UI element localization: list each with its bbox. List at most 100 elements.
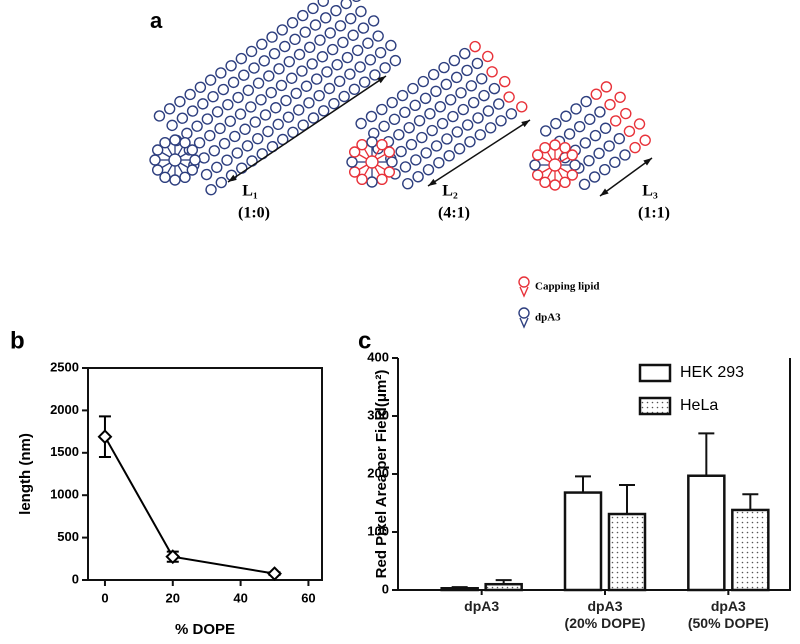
lipid: [166, 119, 178, 132]
y-tick-label: 300: [367, 407, 389, 422]
lipid: [619, 149, 631, 161]
error-bar: [698, 432, 715, 476]
lipid: [252, 77, 265, 89]
bar: [563, 491, 603, 592]
lipid: [436, 117, 449, 130]
lipid: [590, 88, 602, 100]
y-tick-label: 200: [367, 465, 389, 480]
lipid: [505, 108, 518, 120]
lipid: [323, 82, 336, 95]
lipid: [186, 144, 199, 156]
lipid: [503, 91, 515, 103]
lipid: [238, 69, 250, 81]
lipid: [189, 154, 201, 166]
lipid: [181, 127, 193, 140]
lipid: [599, 163, 611, 176]
lipid: [168, 153, 182, 167]
lipid: [348, 166, 361, 178]
lipid: [471, 57, 484, 70]
lipid: [443, 150, 455, 162]
lipid: [169, 134, 181, 146]
lipid: [486, 66, 498, 78]
arrow-head: [643, 158, 652, 166]
lipid: [578, 178, 591, 191]
lipid: [355, 5, 367, 18]
lipid: [303, 97, 315, 109]
lipid: [451, 126, 463, 138]
lipid: [345, 12, 357, 25]
lipid: [464, 136, 476, 148]
lipid: [594, 106, 606, 118]
lipid: [623, 125, 636, 138]
legend-swatch: [638, 396, 672, 416]
lipid: [356, 173, 368, 186]
y-tick-label: 1000: [50, 487, 79, 502]
lipid: [629, 141, 641, 154]
lipid: [599, 122, 612, 134]
lipid: [379, 62, 391, 74]
lipid: [248, 62, 260, 74]
y-tick-label: 400: [367, 349, 389, 364]
lipid: [347, 29, 359, 41]
lipid: [159, 136, 171, 149]
lipid: [550, 117, 562, 130]
lipid: [313, 89, 325, 102]
lipid: [424, 108, 436, 120]
lipid: [396, 89, 409, 102]
lipid: [484, 122, 497, 134]
lipid: [529, 159, 541, 171]
lipid: [211, 106, 224, 118]
lipid: [273, 63, 285, 75]
lipid: [321, 66, 333, 78]
lipid: [328, 97, 340, 110]
lipid: [434, 101, 446, 113]
panel-label: a: [150, 8, 163, 33]
lipid: [239, 123, 251, 135]
lipid: [609, 115, 622, 127]
ratio-label: (4:1): [438, 205, 470, 222]
lipid: [276, 24, 289, 36]
lipid: [232, 91, 244, 104]
x-axis-label: % DOPE: [175, 621, 235, 638]
lipid: [311, 73, 323, 85]
lipid: [613, 132, 626, 145]
lipid: [306, 58, 318, 70]
lipid: [469, 40, 481, 53]
lipid: [461, 119, 474, 131]
lipid: [241, 140, 254, 152]
lipid: [426, 124, 438, 137]
arrow-head: [521, 120, 530, 128]
lipid: [457, 103, 469, 116]
lipid: [403, 122, 415, 134]
lipid: [620, 107, 632, 120]
lipid: [639, 134, 651, 146]
lipid: [256, 38, 268, 50]
lipid: [430, 140, 443, 152]
y-tick-label: 2500: [50, 359, 79, 374]
lipid: [197, 98, 209, 110]
lipid: [283, 55, 295, 68]
lipid: [149, 154, 161, 166]
lipid: [368, 127, 380, 140]
lipid: [476, 73, 488, 85]
lipid: [367, 15, 380, 27]
lipid: [405, 138, 418, 151]
lipid: [326, 43, 339, 56]
lipid: [265, 86, 277, 99]
lipid: [531, 149, 544, 161]
lipid: [234, 108, 247, 120]
lipid: [169, 174, 181, 186]
lipid: [461, 64, 473, 77]
lipid: [467, 96, 480, 109]
lipid: [600, 81, 613, 93]
lipid: [263, 70, 275, 82]
lipid: [351, 44, 364, 57]
lipid: [474, 129, 486, 141]
data-line: [104, 436, 275, 575]
lipid: [386, 96, 398, 109]
length-arrow: [227, 75, 387, 183]
lipid: [559, 176, 571, 189]
lipid: [366, 136, 378, 148]
lipid: [383, 166, 396, 178]
